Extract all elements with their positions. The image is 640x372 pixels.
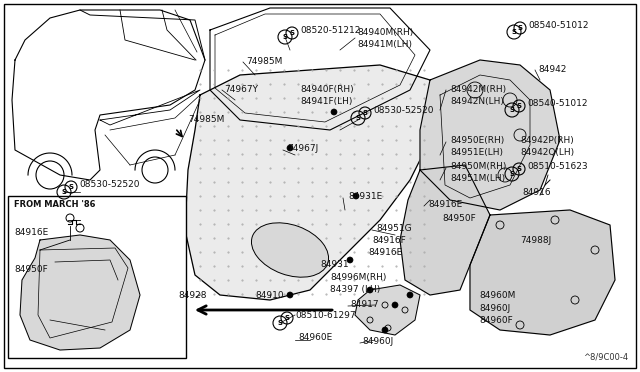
Text: S: S	[516, 166, 522, 172]
Text: S: S	[509, 107, 515, 113]
Circle shape	[287, 292, 293, 298]
Text: 84942Q(LH): 84942Q(LH)	[520, 148, 574, 157]
Text: 84916E: 84916E	[368, 248, 403, 257]
Text: 08530-52520: 08530-52520	[79, 180, 140, 189]
Text: 84942M(RH): 84942M(RH)	[450, 85, 506, 94]
Text: 84950F: 84950F	[14, 265, 48, 274]
Circle shape	[367, 287, 373, 293]
Text: 84941F(LH): 84941F(LH)	[300, 97, 353, 106]
Circle shape	[407, 292, 413, 298]
Circle shape	[392, 302, 398, 308]
Text: S: S	[289, 30, 294, 36]
Text: 84931: 84931	[320, 260, 349, 269]
Polygon shape	[420, 60, 560, 210]
Text: 84940F(RH): 84940F(RH)	[300, 85, 354, 94]
Polygon shape	[470, 210, 615, 335]
Text: S: S	[355, 115, 360, 121]
Text: 08520-51212: 08520-51212	[300, 26, 360, 35]
Polygon shape	[400, 165, 490, 295]
Text: 74985M: 74985M	[188, 115, 225, 124]
Circle shape	[287, 145, 293, 151]
Text: 84960J: 84960J	[479, 304, 510, 313]
Text: 74967Y: 74967Y	[224, 85, 258, 94]
Text: S: S	[282, 34, 287, 40]
Text: 74988J: 74988J	[520, 236, 551, 245]
Text: S: S	[518, 25, 522, 31]
Text: 84917: 84917	[350, 300, 379, 309]
Text: FROM MARCH '86: FROM MARCH '86	[14, 200, 95, 209]
Polygon shape	[20, 235, 140, 350]
Text: 84951G: 84951G	[376, 224, 412, 233]
Text: 84916F: 84916F	[372, 236, 406, 245]
Text: 74985M: 74985M	[246, 57, 282, 66]
Text: 84928: 84928	[178, 291, 207, 300]
Text: 84940M(RH): 84940M(RH)	[357, 28, 413, 37]
Text: 84960E: 84960E	[298, 333, 332, 342]
Text: S: S	[511, 29, 516, 35]
Text: 84960M: 84960M	[479, 291, 515, 300]
Polygon shape	[185, 65, 435, 300]
Text: 08530-52520: 08530-52520	[373, 106, 433, 115]
Circle shape	[353, 193, 359, 199]
Text: 84951E(LH): 84951E(LH)	[450, 148, 503, 157]
Text: 84397 (LH): 84397 (LH)	[330, 285, 380, 294]
Text: 84931E: 84931E	[348, 192, 382, 201]
Bar	[8, 196, 186, 358]
Text: 84916: 84916	[522, 188, 550, 197]
Text: S: S	[68, 184, 74, 190]
Text: 84942P(RH): 84942P(RH)	[520, 136, 573, 145]
Text: S: S	[278, 320, 282, 326]
Text: 84996M(RH): 84996M(RH)	[330, 273, 387, 282]
Text: 84942: 84942	[538, 65, 566, 74]
Text: S: S	[509, 171, 515, 177]
Circle shape	[347, 257, 353, 263]
Text: S: S	[285, 315, 289, 321]
Text: 84951M(LH): 84951M(LH)	[450, 174, 505, 183]
Text: 84950E(RH): 84950E(RH)	[450, 136, 504, 145]
Text: 08540-51012: 08540-51012	[527, 99, 588, 108]
Text: 74967J: 74967J	[287, 144, 318, 153]
Circle shape	[331, 109, 337, 115]
Text: S: S	[362, 110, 367, 116]
Text: ^8/9C00-4: ^8/9C00-4	[583, 353, 628, 362]
Text: 84960F: 84960F	[479, 316, 513, 325]
Text: 84960J: 84960J	[362, 337, 393, 346]
Text: 84910: 84910	[255, 291, 284, 300]
Circle shape	[382, 327, 388, 333]
Text: 84916E: 84916E	[14, 228, 48, 237]
Text: 84916E: 84916E	[428, 200, 462, 209]
Text: 08510-51623: 08510-51623	[527, 161, 588, 170]
Text: 08540-51012: 08540-51012	[528, 20, 589, 29]
Text: 84950F: 84950F	[442, 214, 476, 223]
Text: 08510-61297: 08510-61297	[295, 311, 356, 320]
Text: 84941M(LH): 84941M(LH)	[357, 40, 412, 49]
Text: 84942N(LH): 84942N(LH)	[450, 97, 504, 106]
Text: 84950M(RH): 84950M(RH)	[450, 162, 506, 171]
Text: S: S	[61, 189, 67, 195]
Polygon shape	[355, 285, 420, 335]
Ellipse shape	[252, 223, 328, 277]
Text: S: S	[516, 103, 522, 109]
